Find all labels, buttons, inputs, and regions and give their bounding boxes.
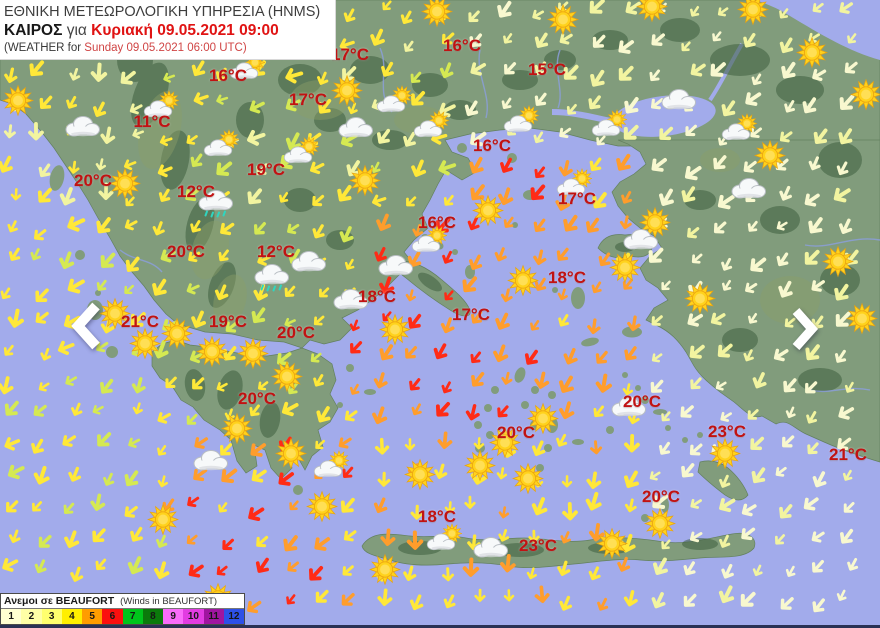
chevron-right-icon[interactable] — [788, 306, 820, 352]
beaufort-cell-1: 1 — [1, 609, 22, 624]
legend-title-el: Ανεμοι σε BEAUFORT — [4, 595, 115, 607]
beaufort-cell-7: 7 — [122, 609, 143, 624]
beaufort-cell-3: 3 — [41, 609, 62, 624]
gia-label: για — [62, 22, 92, 40]
beaufort-cell-11: 11 — [203, 609, 224, 624]
beaufort-legend: Ανεμοι σε BEAUFORT (Winds in BEAUFORT) 1… — [0, 593, 245, 625]
beaufort-scale: 1 2 3 4 5 6 7 8 9 10 11 12 — [1, 608, 244, 624]
beaufort-cell-9: 9 — [163, 609, 184, 624]
bottom-border — [0, 625, 880, 628]
beaufort-cell-12: 12 — [223, 609, 244, 624]
agency-title: ΕΘΝΙΚΗ ΜΕΤΕΩΡΟΛΟΓΙΚΗ ΥΠΗΡΕΣΙΑ (HNMS) — [4, 4, 321, 20]
legend-title: Ανεμοι σε BEAUFORT (Winds in BEAUFORT) — [1, 594, 244, 608]
chevron-left-icon[interactable] — [68, 300, 104, 352]
beaufort-cell-4: 4 — [61, 609, 82, 624]
weather-for-label: (WEATHER for — [4, 41, 85, 54]
beaufort-cell-2: 2 — [21, 609, 42, 624]
forecast-datetime-el: ΚΑΙΡΟΣ για Κυριακή 09.05.2021 09:00 — [4, 21, 329, 40]
forecast-datetime-en: (WEATHER for Sunday 09.05.2021 06:00 UTC… — [4, 41, 329, 55]
forecast-date-en: Sunday 09.05.2021 06:00 UTC) — [84, 41, 247, 54]
forecast-date-el: Κυριακή 09.05.2021 09:00 — [91, 22, 279, 40]
forecast-header: ΕΘΝΙΚΗ ΜΕΤΕΩΡΟΛΟΓΙΚΗ ΥΠΗΡΕΣΙΑ (HNMS) ΚΑΙ… — [0, 0, 336, 60]
beaufort-cell-8: 8 — [142, 609, 163, 624]
beaufort-cell-10: 10 — [183, 609, 204, 624]
beaufort-cell-6: 6 — [102, 609, 123, 624]
legend-title-en: (Winds in BEAUFORT) — [120, 596, 218, 607]
beaufort-cell-5: 5 — [82, 609, 103, 624]
kairos-label: ΚΑΙΡΟΣ — [4, 22, 63, 40]
